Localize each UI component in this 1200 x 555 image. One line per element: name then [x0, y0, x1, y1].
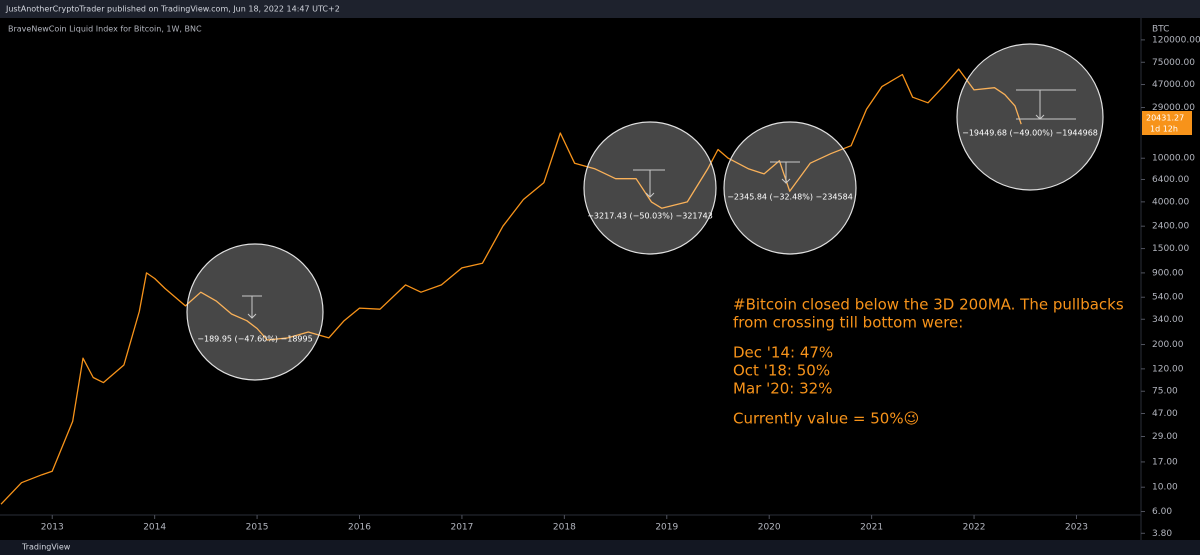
measure-label: −19449.68 (−49.00%) −1944968 [962, 129, 1098, 138]
x-tick-label: 2018 [553, 523, 576, 533]
header-bar [0, 0, 1200, 18]
highlight-circle [956, 43, 1104, 191]
x-tick-label: 2015 [246, 523, 269, 533]
y-tick-label: 200.00 [1152, 340, 1184, 350]
price-tag-value: 20431.27 [1146, 114, 1184, 123]
y-tick-label: 900.00 [1152, 268, 1184, 278]
y-tick-label: 120000.00 [1152, 35, 1200, 45]
note-line: Mar '20: 32% [733, 380, 832, 398]
y-tick-label: 17.00 [1152, 457, 1178, 467]
y-tick-label: 6400.00 [1152, 175, 1189, 185]
price-line [0, 68, 1022, 505]
chart-title: BraveNewCoin Liquid Index for Bitcoin, 1… [8, 25, 202, 34]
y-tick-label: 540.00 [1152, 293, 1184, 303]
publisher: JustAnotherCryptoTrader published on Tra… [5, 5, 340, 14]
y-tick-label: 75000.00 [1152, 58, 1195, 68]
note-line: Currently value = 50%😉 [733, 410, 919, 428]
x-tick-label: 2021 [860, 523, 883, 533]
x-tick-label: 2016 [348, 523, 371, 533]
x-tick-label: 2022 [963, 523, 986, 533]
note-line: Dec '14: 47% [733, 344, 833, 362]
x-tick-label: 2013 [41, 523, 64, 533]
y-tick-label: 10000.00 [1152, 154, 1195, 164]
x-tick-label: 2017 [450, 523, 473, 533]
note-line: #Bitcoin closed below the 3D 200MA. The … [733, 296, 1124, 314]
price-tag-countdown: 1d 12h [1150, 125, 1178, 134]
measure-label: −2345.84 (−32.48%) −234584 [727, 193, 853, 202]
x-tick-label: 2023 [1065, 523, 1088, 533]
y-tick-label: 2400.00 [1152, 222, 1189, 232]
y-tick-label: 29000.00 [1152, 103, 1195, 113]
highlight-circle [723, 121, 857, 255]
measure-label: −3217.43 (−50.03%) −321743 [587, 212, 713, 221]
x-tick-label: 2019 [655, 523, 678, 533]
y-tick-label: 29.00 [1152, 432, 1178, 442]
note-line: Oct '18: 50% [733, 362, 830, 380]
footer-bar [0, 540, 1200, 555]
y-axis-label: BTC [1152, 25, 1169, 35]
highlight-circle [186, 243, 324, 381]
y-tick-label: 6.00 [1152, 507, 1172, 517]
measure-arrows [242, 89, 1076, 319]
y-tick-label: 120.00 [1152, 364, 1184, 374]
footer-brand: TradingView [21, 543, 71, 552]
y-tick-label: 340.00 [1152, 315, 1184, 325]
y-tick-label: 47000.00 [1152, 80, 1195, 90]
x-tick-label: 2014 [143, 523, 166, 533]
y-tick-label: 47.00 [1152, 409, 1178, 419]
y-tick-label: 1500.00 [1152, 244, 1189, 254]
measure-label: −189.95 (−47.60%) −18995 [197, 335, 312, 344]
y-tick-label: 4000.00 [1152, 197, 1189, 207]
y-tick-label: 75.00 [1152, 387, 1178, 397]
price-tag [1142, 111, 1192, 135]
x-tick-label: 2020 [758, 523, 781, 533]
y-tick-label: 3.80 [1152, 529, 1172, 539]
y-tick-label: 10.00 [1152, 483, 1178, 493]
note-line: from crossing till bottom were: [733, 314, 963, 332]
